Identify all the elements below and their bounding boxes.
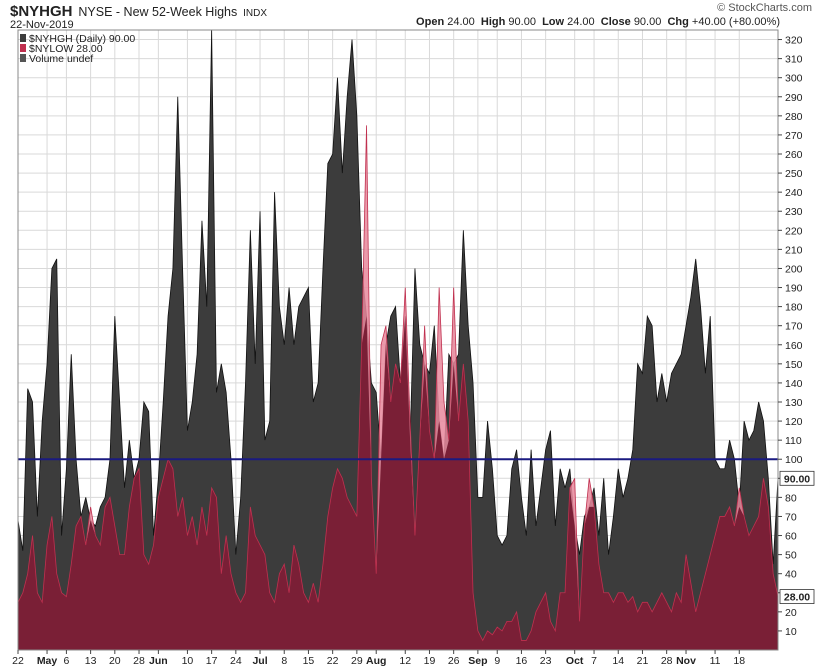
y-tick-label: 10 bbox=[785, 626, 797, 638]
y-tick-label: 60 bbox=[785, 531, 797, 543]
low-label: Low bbox=[542, 16, 565, 28]
close-value: 90.00 bbox=[633, 16, 662, 28]
symbol-description: NYSE - New 52-Week Highs bbox=[78, 5, 238, 19]
x-tick-label: 16 bbox=[516, 655, 528, 667]
x-tick-label: 21 bbox=[637, 655, 649, 667]
y-tick-label: 190 bbox=[785, 283, 803, 295]
y-tick-label: 80 bbox=[785, 492, 797, 504]
x-tick-label: 17 bbox=[206, 655, 218, 667]
x-tick-label: 6 bbox=[63, 655, 69, 667]
x-tick-label: 19 bbox=[424, 655, 436, 667]
x-tick-label: 8 bbox=[281, 655, 287, 667]
y-tick-label: 70 bbox=[785, 511, 797, 523]
x-tick-label: Aug bbox=[366, 655, 386, 667]
lows-last-value-label: 28.00 bbox=[784, 592, 810, 604]
x-tick-label: 24 bbox=[230, 655, 242, 667]
brand-watermark[interactable]: © StockCharts.com bbox=[717, 2, 812, 14]
close-label: Close bbox=[600, 16, 631, 28]
symbol-label: $NYHGH bbox=[10, 3, 73, 20]
y-axis: 1020304050607080901001101201301401501601… bbox=[778, 35, 815, 638]
chart-header: $NYHGH NYSE - New 52-Week Highs INDX bbox=[10, 3, 267, 20]
legend-swatch bbox=[20, 44, 26, 52]
y-tick-label: 290 bbox=[785, 92, 803, 104]
y-tick-label: 40 bbox=[785, 569, 797, 581]
y-tick-label: 310 bbox=[785, 54, 803, 66]
chg-label: Chg bbox=[667, 16, 689, 28]
legend-swatch bbox=[20, 34, 26, 42]
x-tick-label: Jun bbox=[149, 655, 168, 667]
y-tick-label: 180 bbox=[785, 302, 803, 314]
x-tick-label: 28 bbox=[661, 655, 673, 667]
y-tick-label: 20 bbox=[785, 607, 797, 619]
y-tick-label: 100 bbox=[785, 454, 803, 466]
open-label: Open bbox=[416, 16, 445, 28]
x-tick-label: Oct bbox=[566, 655, 584, 667]
lows-last-value-box bbox=[779, 589, 815, 604]
y-tick-label: 220 bbox=[785, 225, 803, 237]
symbol-type: INDX bbox=[243, 8, 268, 19]
high-value: 90.00 bbox=[508, 16, 536, 28]
y-tick-label: 110 bbox=[785, 435, 802, 447]
lows-area bbox=[18, 316, 778, 650]
x-tick-label: 28 bbox=[133, 655, 145, 667]
x-axis: 22 May 6 13 20 28 Jun 10 17 24 Jul 8 15 22 29 Aug 12 19 26… bbox=[12, 650, 745, 667]
y-tick-label: 320 bbox=[785, 35, 803, 47]
x-tick-label: 7 bbox=[591, 655, 597, 667]
x-tick-label: Sep bbox=[468, 655, 487, 667]
legend-entry: $NYLOW 28.00 bbox=[29, 43, 103, 55]
x-tick-label: 10 bbox=[182, 655, 194, 667]
highs-last-value-box bbox=[779, 470, 815, 486]
x-tick-label: 23 bbox=[540, 655, 552, 667]
legend-entry: $NYHGH (Daily) 90.00 bbox=[29, 33, 135, 45]
high-label: High bbox=[480, 16, 506, 28]
open-value: 24.00 bbox=[447, 16, 475, 28]
y-tick-label: 280 bbox=[785, 111, 803, 123]
x-tick-label: 29 bbox=[351, 655, 363, 667]
x-tick-label: 20 bbox=[109, 655, 121, 667]
low-value: 24.00 bbox=[567, 16, 595, 28]
y-tick-label: 120 bbox=[785, 416, 803, 428]
y-tick-label: 130 bbox=[785, 397, 803, 409]
plot-border bbox=[17, 29, 779, 651]
lows-series bbox=[17, 125, 779, 650]
chg-value: +40.00 (+80.00%) bbox=[691, 16, 780, 28]
x-tick-label: 13 bbox=[85, 655, 97, 667]
y-tick-label: 260 bbox=[785, 149, 803, 161]
x-tick-label: 11 bbox=[710, 655, 721, 667]
x-tick-label: 22 bbox=[327, 655, 339, 667]
y-tick-label: 50 bbox=[785, 550, 797, 562]
x-tick-label: 22 bbox=[12, 655, 24, 667]
x-tick-label: Jul bbox=[252, 655, 267, 667]
y-tick-label: 240 bbox=[785, 187, 803, 199]
y-tick-label: 160 bbox=[785, 340, 803, 352]
plot-frame bbox=[17, 29, 779, 651]
x-tick-label: May bbox=[37, 655, 58, 667]
x-tick-label: 18 bbox=[733, 655, 745, 667]
x-tick-label: 15 bbox=[303, 655, 315, 667]
ohlc-readout: Open 24.00 High 90.00 Low 24.00 Close 90… bbox=[416, 16, 780, 28]
legend-entry: Volume undef bbox=[29, 53, 93, 65]
legend-swatch bbox=[20, 54, 26, 62]
y-tick-label: 230 bbox=[785, 206, 803, 218]
y-tick-label: 300 bbox=[785, 73, 803, 85]
y-tick-label: 150 bbox=[785, 359, 803, 371]
highs-last-value-label: 90.00 bbox=[784, 473, 810, 485]
chart-date: 22-Nov-2019 bbox=[10, 19, 74, 31]
x-tick-label: Nov bbox=[676, 655, 696, 667]
y-tick-label: 250 bbox=[785, 168, 803, 180]
y-tick-label: 210 bbox=[785, 244, 803, 256]
y-tick-label: 200 bbox=[785, 263, 803, 275]
x-tick-label: 26 bbox=[448, 655, 460, 667]
x-tick-label: 9 bbox=[494, 655, 500, 667]
y-tick-label: 170 bbox=[785, 321, 803, 333]
x-tick-label: 12 bbox=[399, 655, 411, 667]
lows-line bbox=[17, 125, 779, 642]
x-tick-label: 14 bbox=[612, 655, 624, 667]
y-tick-label: 270 bbox=[785, 130, 803, 142]
y-tick-label: 140 bbox=[785, 378, 803, 390]
